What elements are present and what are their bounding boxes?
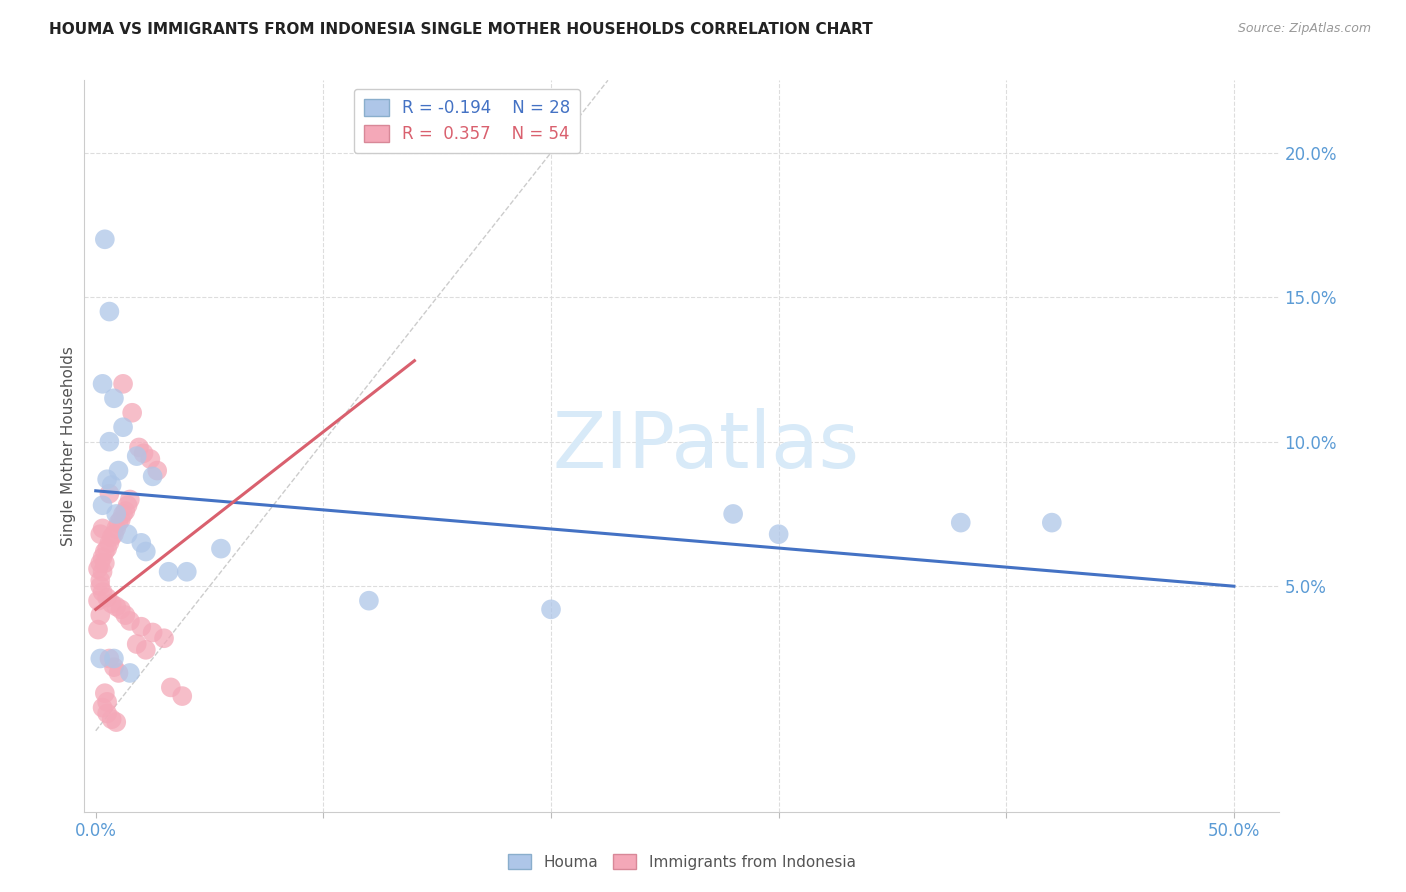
Point bbox=[100, 530, 122, 544]
Point bbox=[128, 441, 150, 455]
Point bbox=[142, 625, 165, 640]
Point bbox=[89, 574, 111, 588]
Point bbox=[91, 585, 114, 599]
Point bbox=[129, 536, 152, 550]
Point bbox=[112, 420, 135, 434]
Point bbox=[110, 602, 132, 616]
Point bbox=[100, 712, 122, 726]
Point bbox=[91, 565, 114, 579]
Point bbox=[768, 527, 790, 541]
Point bbox=[114, 504, 136, 518]
Point bbox=[98, 651, 121, 665]
Point bbox=[105, 715, 128, 730]
Point bbox=[96, 706, 118, 721]
Point bbox=[103, 651, 125, 665]
Text: ZIPatlas: ZIPatlas bbox=[553, 408, 859, 484]
Point bbox=[89, 651, 111, 665]
Point bbox=[98, 434, 121, 449]
Point bbox=[357, 593, 380, 607]
Point bbox=[94, 232, 117, 246]
Point bbox=[135, 544, 157, 558]
Point bbox=[209, 541, 232, 556]
Point bbox=[949, 516, 972, 530]
Point bbox=[98, 536, 121, 550]
Point bbox=[110, 513, 132, 527]
Point bbox=[96, 472, 118, 486]
Point bbox=[160, 681, 183, 695]
Point bbox=[89, 556, 111, 570]
Point bbox=[91, 498, 114, 512]
Point bbox=[98, 304, 121, 318]
Point bbox=[117, 498, 139, 512]
Point bbox=[107, 665, 129, 680]
Point bbox=[114, 608, 136, 623]
Point bbox=[103, 392, 125, 406]
Point bbox=[105, 507, 128, 521]
Point bbox=[100, 597, 122, 611]
Point bbox=[94, 556, 117, 570]
Point bbox=[176, 565, 198, 579]
Point bbox=[89, 579, 111, 593]
Point bbox=[157, 565, 180, 579]
Point bbox=[89, 608, 111, 623]
Point bbox=[94, 686, 117, 700]
Point bbox=[118, 665, 141, 680]
Point bbox=[96, 591, 118, 605]
Point bbox=[91, 700, 114, 714]
Point bbox=[132, 446, 155, 460]
Legend: Houma, Immigrants from Indonesia: Houma, Immigrants from Indonesia bbox=[501, 847, 863, 877]
Point bbox=[87, 593, 110, 607]
Point bbox=[121, 406, 143, 420]
Point bbox=[540, 602, 562, 616]
Text: HOUMA VS IMMIGRANTS FROM INDONESIA SINGLE MOTHER HOUSEHOLDS CORRELATION CHART: HOUMA VS IMMIGRANTS FROM INDONESIA SINGL… bbox=[49, 22, 873, 37]
Point bbox=[139, 452, 162, 467]
Point bbox=[142, 469, 165, 483]
Point bbox=[91, 376, 114, 391]
Point bbox=[89, 527, 111, 541]
Point bbox=[172, 689, 194, 703]
Point bbox=[125, 637, 148, 651]
Point bbox=[125, 449, 148, 463]
Point bbox=[107, 464, 129, 478]
Point bbox=[112, 376, 135, 391]
Point bbox=[112, 507, 135, 521]
Point bbox=[94, 544, 117, 558]
Point bbox=[118, 492, 141, 507]
Point bbox=[98, 486, 121, 500]
Point bbox=[146, 464, 169, 478]
Point bbox=[87, 623, 110, 637]
Text: Source: ZipAtlas.com: Source: ZipAtlas.com bbox=[1237, 22, 1371, 36]
Point bbox=[103, 527, 125, 541]
Point bbox=[1040, 516, 1063, 530]
Point bbox=[87, 562, 110, 576]
Point bbox=[105, 599, 128, 614]
Point bbox=[105, 521, 128, 535]
Point bbox=[100, 478, 122, 492]
Point bbox=[721, 507, 744, 521]
Point bbox=[103, 660, 125, 674]
Point bbox=[118, 614, 141, 628]
Point bbox=[129, 620, 152, 634]
Point bbox=[96, 541, 118, 556]
Point bbox=[91, 550, 114, 565]
Point bbox=[91, 521, 114, 535]
Point bbox=[117, 527, 139, 541]
Point bbox=[96, 695, 118, 709]
Point bbox=[107, 516, 129, 530]
Y-axis label: Single Mother Households: Single Mother Households bbox=[60, 346, 76, 546]
Point bbox=[153, 632, 176, 646]
Point bbox=[135, 642, 157, 657]
